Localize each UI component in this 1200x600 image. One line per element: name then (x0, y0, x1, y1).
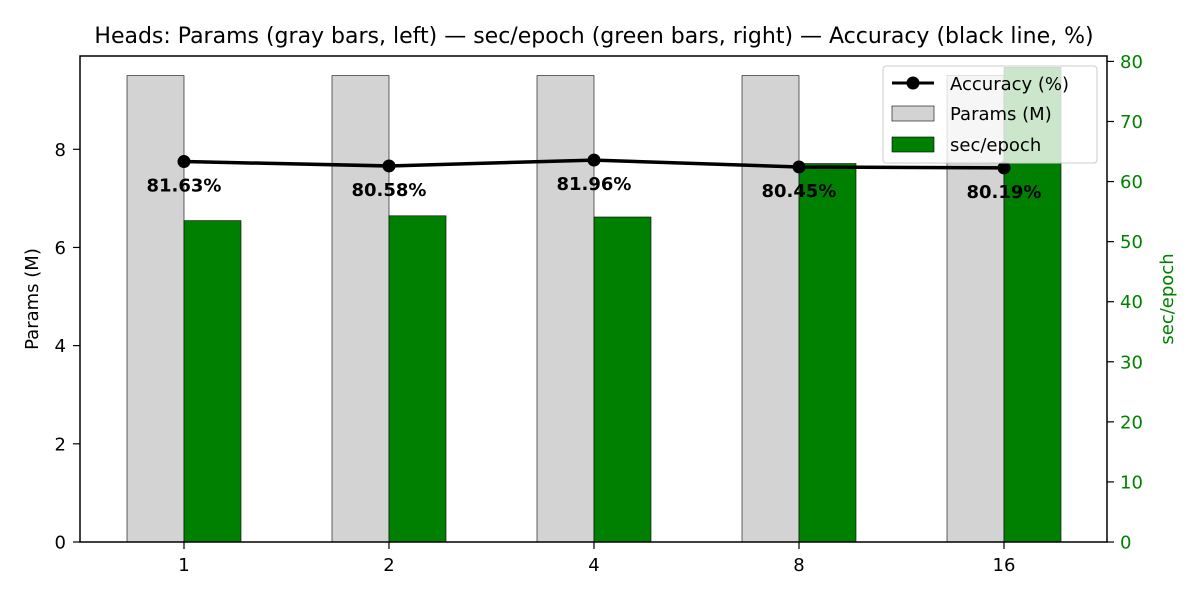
accuracy-data-label: 80.58% (352, 180, 427, 201)
params-bar (741, 75, 800, 543)
y-tick-label-right: 10 (1120, 472, 1143, 493)
y-tick-label-right: 80 (1120, 52, 1143, 73)
legend-label-params: Params (M) (950, 104, 1052, 125)
accuracy-point (587, 153, 601, 167)
x-tick-label: 4 (588, 555, 599, 576)
x-tick-label: 2 (383, 555, 394, 576)
legend-swatch-params (891, 105, 935, 122)
legend: Accuracy (%) Params (M) sec/epoch (882, 65, 1098, 164)
accuracy-point (997, 161, 1011, 175)
accuracy-point (177, 155, 191, 169)
accuracy-point (382, 159, 396, 173)
y-tick-label-right: 40 (1120, 292, 1143, 313)
legend-swatch-sec-epoch (891, 136, 935, 153)
y-axis-label-left: Params (M) (22, 248, 43, 350)
y-axis-label-right: sec/epoch (1157, 253, 1178, 344)
y-tick-label-left: 8 (55, 140, 66, 161)
sec-epoch-bar (593, 216, 652, 543)
y-tick-label-right: 30 (1120, 352, 1143, 373)
legend-label-accuracy: Accuracy (%) (950, 74, 1069, 95)
y-tick-label-left: 4 (55, 336, 66, 357)
sec-epoch-bar (388, 215, 447, 543)
y-tick-label-left: 6 (55, 238, 66, 259)
legend-label-sec-epoch: sec/epoch (950, 135, 1041, 156)
y-tick-label-right: 50 (1120, 232, 1143, 253)
x-tick-label: 16 (993, 555, 1016, 576)
sec-epoch-bar (183, 220, 242, 543)
legend-frame (882, 65, 1098, 164)
x-tick-label: 8 (793, 555, 804, 576)
y-tick-label-right: 20 (1120, 412, 1143, 433)
accuracy-point (792, 160, 806, 174)
accuracy-data-label: 80.45% (762, 181, 837, 202)
accuracy-data-label: 81.63% (147, 176, 222, 197)
params-bar (126, 75, 185, 543)
params-bar (536, 75, 595, 543)
y-tick-label-right: 60 (1120, 172, 1143, 193)
params-bar (331, 75, 390, 543)
y-tick-label-right: 70 (1120, 112, 1143, 133)
chart-title: Heads: Params (gray bars, left) — sec/ep… (94, 24, 1093, 49)
legend-line-marker (906, 76, 920, 90)
y-tick-label-left: 2 (55, 434, 66, 455)
accuracy-data-label: 81.96% (557, 174, 632, 195)
sec-epoch-bar (798, 163, 857, 543)
y-tick-label-left: 0 (55, 533, 66, 554)
x-tick-label: 1 (178, 555, 189, 576)
accuracy-data-label: 80.19% (967, 182, 1042, 203)
y-tick-label-right: 0 (1120, 533, 1131, 554)
